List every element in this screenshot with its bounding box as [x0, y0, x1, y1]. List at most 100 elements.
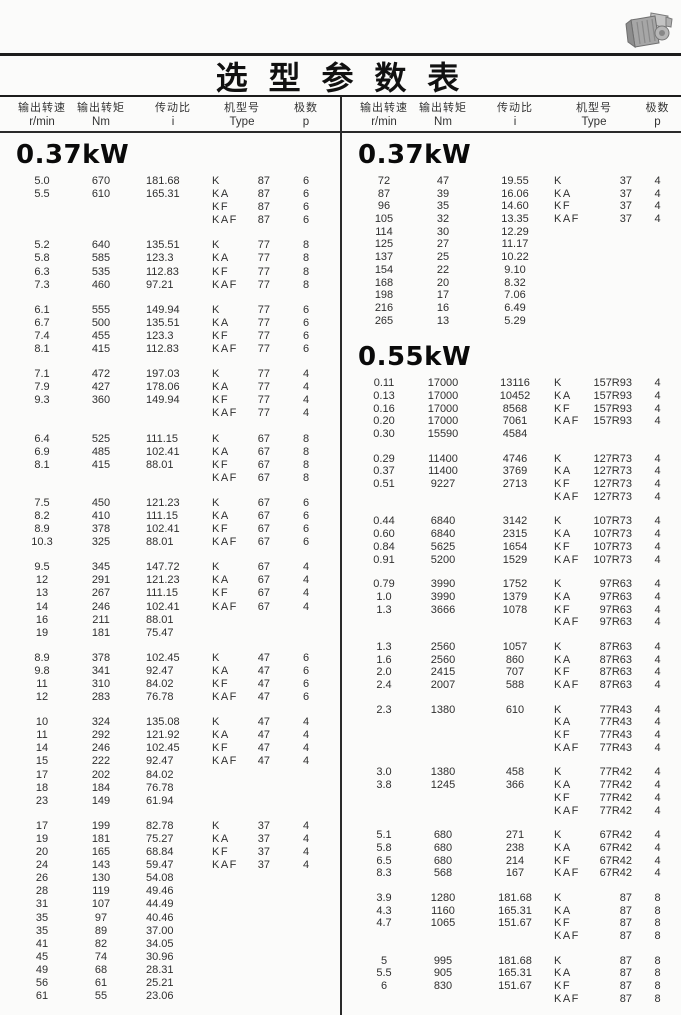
col-header-torque: 输出转矩 Nm — [410, 101, 476, 131]
cell-output-torque: 3666 — [430, 603, 456, 616]
cell-output-speed — [358, 993, 410, 1006]
cell-poles — [634, 226, 681, 239]
rating-block: 3.9 1280 181.68 K 87 8 4.3 1160 165.31 KA 87 8 4.7 10… — [342, 892, 681, 943]
cell-poles: 4 — [302, 574, 310, 587]
cell-output-speed: 35 — [35, 924, 49, 937]
left-column-headers: 输出转速 r/min 输出转矩 Nm 传动比 i 机型号 Type 极数 p — [0, 97, 340, 133]
cell-output-speed: 168 — [374, 276, 394, 289]
model-prefix: K — [212, 432, 221, 445]
cell-output-torque: 130 — [91, 872, 111, 885]
cell-output-torque: 5200 — [430, 553, 456, 566]
model-size: 157R93 — [593, 402, 632, 415]
col-header-unit: p — [302, 116, 310, 128]
cell-output-torque: 211 — [92, 613, 110, 626]
cell-model-type: K 127R73 — [554, 453, 634, 466]
cell-ratio: 181.68 — [498, 891, 532, 904]
cell-poles: 4 — [654, 590, 661, 603]
model-prefix: KF — [212, 201, 230, 214]
model-size: 87 — [619, 954, 632, 967]
model-size: 97R63 — [599, 603, 632, 616]
model-prefix: KAF — [554, 679, 580, 691]
table-row: 0.51 9227 2713 KF 127R73 4 — [342, 478, 681, 491]
cell-model-type: KAF 67 — [212, 472, 272, 485]
cell-output-torque: 11400 — [428, 452, 458, 465]
model-size: 87 — [619, 904, 632, 917]
model-prefix: KAF — [212, 214, 238, 227]
cell-poles: 4 — [654, 867, 661, 880]
col-header-ratio: 传动比 i — [134, 101, 212, 131]
cell-output-torque: 1380 — [430, 766, 456, 779]
cell-output-torque: 568 — [433, 867, 453, 880]
model-size: 77 — [257, 343, 270, 356]
cell-ratio: 1057 — [502, 640, 528, 653]
table-row: 5.2 640 135.51 K 77 8 — [0, 239, 340, 252]
model-size: 87R63 — [599, 679, 632, 691]
model-size: 47 — [257, 716, 270, 729]
gear-motor-photo-icon — [625, 12, 673, 49]
model-prefix: KA — [554, 779, 572, 792]
table-row: 1.6 2560 860 KA 87R63 4 — [342, 654, 681, 667]
model-prefix: KAF — [554, 213, 580, 226]
cell-ratio: 76.78 — [146, 781, 174, 794]
cell-output-torque: 410 — [91, 509, 111, 522]
cell-ratio: 102.41 — [146, 600, 180, 613]
model-prefix: K — [212, 716, 221, 729]
table-row: 198 17 7.06 — [342, 289, 681, 302]
table-row: 35 97 40.46 — [0, 912, 340, 925]
model-prefix: K — [554, 640, 563, 653]
cell-model-type: K 87 — [554, 955, 634, 968]
model-prefix: K — [212, 819, 221, 832]
cell-ratio: 3142 — [502, 515, 528, 528]
cell-poles: 6 — [302, 303, 310, 316]
model-size: 67 — [257, 523, 270, 536]
table-row: 1.3 3666 1078 KF 97R63 4 — [342, 604, 681, 617]
cell-output-torque: 61 — [94, 976, 108, 989]
cell-output-speed: 6.9 — [34, 445, 50, 458]
col-header-type: 机型号 Type — [212, 101, 272, 131]
model-size: 67 — [257, 445, 270, 458]
model-size: 67 — [257, 587, 270, 600]
cell-output-speed: 96 — [377, 200, 391, 213]
cell-poles: 4 — [302, 368, 310, 381]
model-size: 67 — [257, 561, 270, 574]
model-size: 127R73 — [593, 465, 632, 478]
cell-output-torque: 17000 — [427, 415, 459, 428]
table-row: 10 324 135.08 K 47 4 — [0, 716, 340, 729]
cell-output-torque: 11400 — [428, 465, 458, 478]
cell-output-speed: 9.3 — [34, 394, 50, 407]
cell-model-type: KAF 157R93 — [554, 415, 634, 428]
table-row: 105 32 13.35 KAF 37 4 — [342, 213, 681, 226]
cell-ratio: 102.45 — [146, 742, 180, 755]
table-row: 7.5 450 121.23 K 67 6 — [0, 497, 340, 510]
model-size: 67R42 — [599, 867, 632, 880]
model-prefix: KAF — [212, 278, 238, 291]
model-size: 87R63 — [599, 653, 632, 666]
table-row: 137 25 10.22 — [342, 251, 681, 264]
model-prefix: KF — [212, 523, 230, 536]
cell-output-torque: 378 — [91, 523, 111, 536]
cell-output-speed: 105 — [374, 213, 394, 226]
cell-output-torque: 680 — [433, 841, 453, 854]
cell-ratio: 165.31 — [146, 188, 180, 201]
cell-output-torque: 222 — [91, 755, 111, 768]
cell-poles: 4 — [654, 578, 661, 591]
cell-poles: 4 — [654, 200, 661, 213]
cell-ratio: 23.06 — [146, 990, 174, 1003]
cell-output-speed: 2.3 — [376, 703, 392, 716]
model-size: 87 — [619, 980, 632, 993]
cell-ratio: 14.60 — [501, 200, 529, 213]
model-prefix: KAF — [212, 536, 238, 549]
cell-model-type: KA 107R73 — [554, 528, 634, 541]
table-row: 6.4 525 111.15 K 67 8 — [0, 433, 340, 446]
model-prefix: KF — [554, 980, 572, 993]
cell-poles — [634, 238, 681, 251]
cell-poles: 4 — [302, 394, 310, 407]
cell-output-speed — [358, 930, 410, 943]
model-size: 127R73 — [593, 452, 632, 465]
model-size: 77 — [257, 394, 270, 407]
cell-output-speed: 0.60 — [373, 528, 395, 541]
cell-poles: 6 — [302, 175, 310, 187]
table-row: 7.3 460 97.21 KAF 77 8 — [0, 279, 340, 292]
cell-output-torque: 15590 — [427, 428, 459, 440]
model-size: 87 — [257, 175, 270, 187]
